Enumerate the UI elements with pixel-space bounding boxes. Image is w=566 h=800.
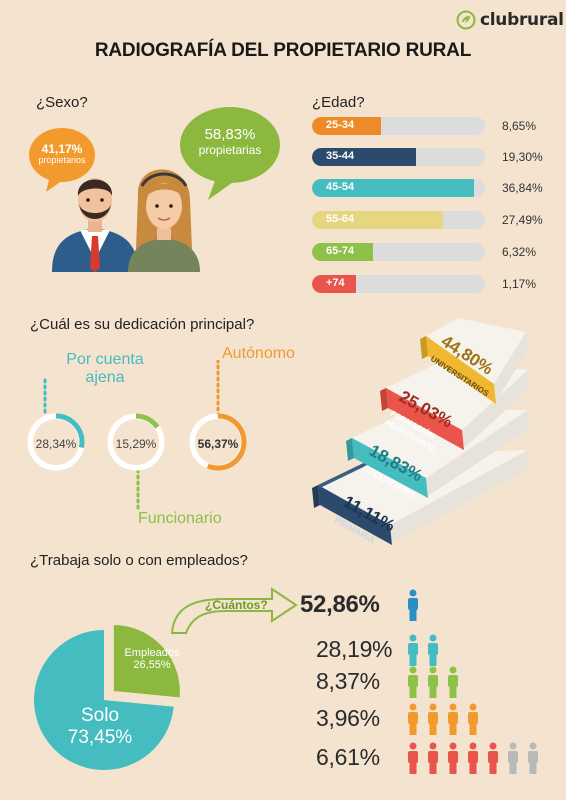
age-bar-label: 35-44 bbox=[326, 150, 355, 162]
cuantos-label: ¿Cuántos? bbox=[205, 598, 268, 612]
women-label: propietarias bbox=[198, 142, 262, 157]
men-label: propietarios bbox=[38, 155, 86, 166]
person-icon bbox=[448, 666, 458, 698]
age-bar-label: 65-74 bbox=[326, 245, 355, 257]
person-icon bbox=[408, 666, 418, 698]
age-bar-fill bbox=[312, 148, 416, 166]
person-icon bbox=[408, 703, 418, 735]
education-books: 11,11% PRIMARIA 18,83% SECUNDARIA 25,03%… bbox=[312, 318, 530, 546]
age-bar-fill bbox=[312, 117, 381, 135]
person-icon bbox=[528, 742, 538, 774]
age-bar-label: 45-54 bbox=[326, 181, 355, 193]
ring-inner bbox=[195, 419, 241, 465]
ajena-line1: Por cuenta bbox=[66, 351, 144, 368]
ring-inner bbox=[113, 419, 159, 465]
ajena-line2: ajena bbox=[85, 369, 125, 387]
age-bar-value: 27,49% bbox=[502, 213, 543, 227]
person-icon bbox=[428, 666, 438, 698]
people-pictogram bbox=[408, 634, 438, 666]
empleados-pct: 26,55% bbox=[133, 659, 171, 671]
age-bar-track: 65-74 bbox=[312, 243, 485, 261]
page-title: RADIOGRAFÍA DEL PROPIETARIO RURAL bbox=[94, 40, 472, 61]
person-icon bbox=[408, 634, 418, 666]
cuantos-arrow bbox=[170, 587, 298, 634]
trabaja-pie bbox=[34, 622, 182, 770]
age-bar-track: 35-44 bbox=[312, 148, 485, 166]
employee-count-value: 6,61% bbox=[316, 744, 380, 770]
book-universitarios bbox=[420, 318, 528, 404]
dedicacion-label-ajena: Por cuenta ajena bbox=[60, 351, 150, 388]
trabaja-heading: ¿Trabaja solo o con empleados? bbox=[30, 552, 248, 569]
age-bar-track: 25-34 bbox=[312, 117, 485, 135]
solo-pct: 73,45% bbox=[67, 727, 133, 748]
person-icon bbox=[428, 742, 438, 774]
sexo-illustration bbox=[29, 107, 280, 272]
ring-inner bbox=[33, 419, 79, 465]
edad-heading: ¿Edad? bbox=[312, 94, 365, 111]
age-bar-label: +74 bbox=[326, 277, 345, 289]
employee-count-value: 3,96% bbox=[316, 705, 380, 731]
women-pct: 58,83% bbox=[204, 126, 256, 143]
woman-avatar bbox=[128, 169, 200, 272]
age-bar-label: 55-64 bbox=[326, 213, 355, 225]
brand-name: clubrural bbox=[480, 10, 564, 30]
person-icon bbox=[448, 703, 458, 735]
age-bar-value: 1,17% bbox=[502, 277, 537, 291]
age-bar-track: 45-54 bbox=[312, 179, 485, 197]
ring-pct-funcionario: 15,29% bbox=[115, 437, 157, 451]
person-icon bbox=[428, 703, 438, 735]
age-bar-track: +74 bbox=[312, 275, 485, 293]
ring-arc bbox=[27, 413, 85, 471]
man-avatar bbox=[52, 178, 138, 272]
pie-slice-solo bbox=[34, 630, 174, 770]
men-speech-bubble bbox=[29, 128, 95, 192]
people-pictogram bbox=[408, 703, 478, 735]
people-pictogram bbox=[408, 666, 458, 698]
sexo-heading: ¿Sexo? bbox=[36, 94, 88, 111]
employee-count-value: 28,19% bbox=[316, 636, 393, 662]
people-pictogram bbox=[408, 589, 418, 621]
leaf-icon bbox=[456, 10, 476, 30]
dedicacion-heading: ¿Cuál es su dedicación principal? bbox=[30, 316, 255, 333]
brand-logo[interactable]: clubrural bbox=[456, 10, 564, 30]
person-icon bbox=[468, 703, 478, 735]
dedicacion-label-funcionario: Funcionario bbox=[138, 510, 222, 527]
person-icon bbox=[508, 742, 518, 774]
age-bar-fill bbox=[312, 211, 443, 229]
age-bar-value: 6,32% bbox=[502, 245, 537, 259]
age-bar-fill bbox=[312, 275, 356, 293]
person-icon bbox=[428, 634, 438, 666]
age-bar-fill bbox=[312, 179, 474, 197]
men-bubble-text: 41,17% propietarios bbox=[29, 142, 95, 166]
ring-pct-autonomo: 56,37% bbox=[197, 437, 239, 451]
solo-name: Solo bbox=[80, 705, 120, 726]
employee-count-value: 52,86% bbox=[300, 591, 380, 618]
age-bar-value: 8,65% bbox=[502, 119, 537, 133]
employee-count-value: 8,37% bbox=[316, 668, 380, 694]
women-speech-bubble bbox=[180, 107, 280, 200]
pie-label-solo: Solo 73,45% bbox=[52, 705, 148, 749]
age-bar-label: 25-34 bbox=[326, 119, 355, 131]
dedicacion-rings bbox=[27, 360, 247, 512]
person-icon bbox=[448, 742, 458, 774]
ring-arc bbox=[189, 413, 247, 471]
person-icon bbox=[408, 589, 418, 621]
dedicacion-label-autonomo: Autónomo bbox=[222, 345, 295, 362]
women-bubble-text: 58,83% propietarias bbox=[180, 126, 280, 157]
person-icon bbox=[488, 742, 498, 774]
empleados-name: Empleados bbox=[124, 647, 180, 659]
ring-pct-ajena: 28,34% bbox=[35, 437, 77, 451]
person-icon bbox=[468, 742, 478, 774]
age-bar-value: 19,30% bbox=[502, 150, 543, 164]
age-bar-fill bbox=[312, 243, 373, 261]
age-bar-track: 55-64 bbox=[312, 211, 485, 229]
ring-arc bbox=[107, 413, 165, 471]
pie-slice-empleados bbox=[111, 622, 182, 700]
pie-label-empleados: Empleados 26,55% bbox=[116, 647, 188, 671]
person-icon bbox=[408, 742, 418, 774]
men-pct: 41,17% bbox=[41, 142, 83, 156]
age-bar-value: 36,84% bbox=[502, 181, 543, 195]
people-pictogram bbox=[408, 742, 538, 774]
